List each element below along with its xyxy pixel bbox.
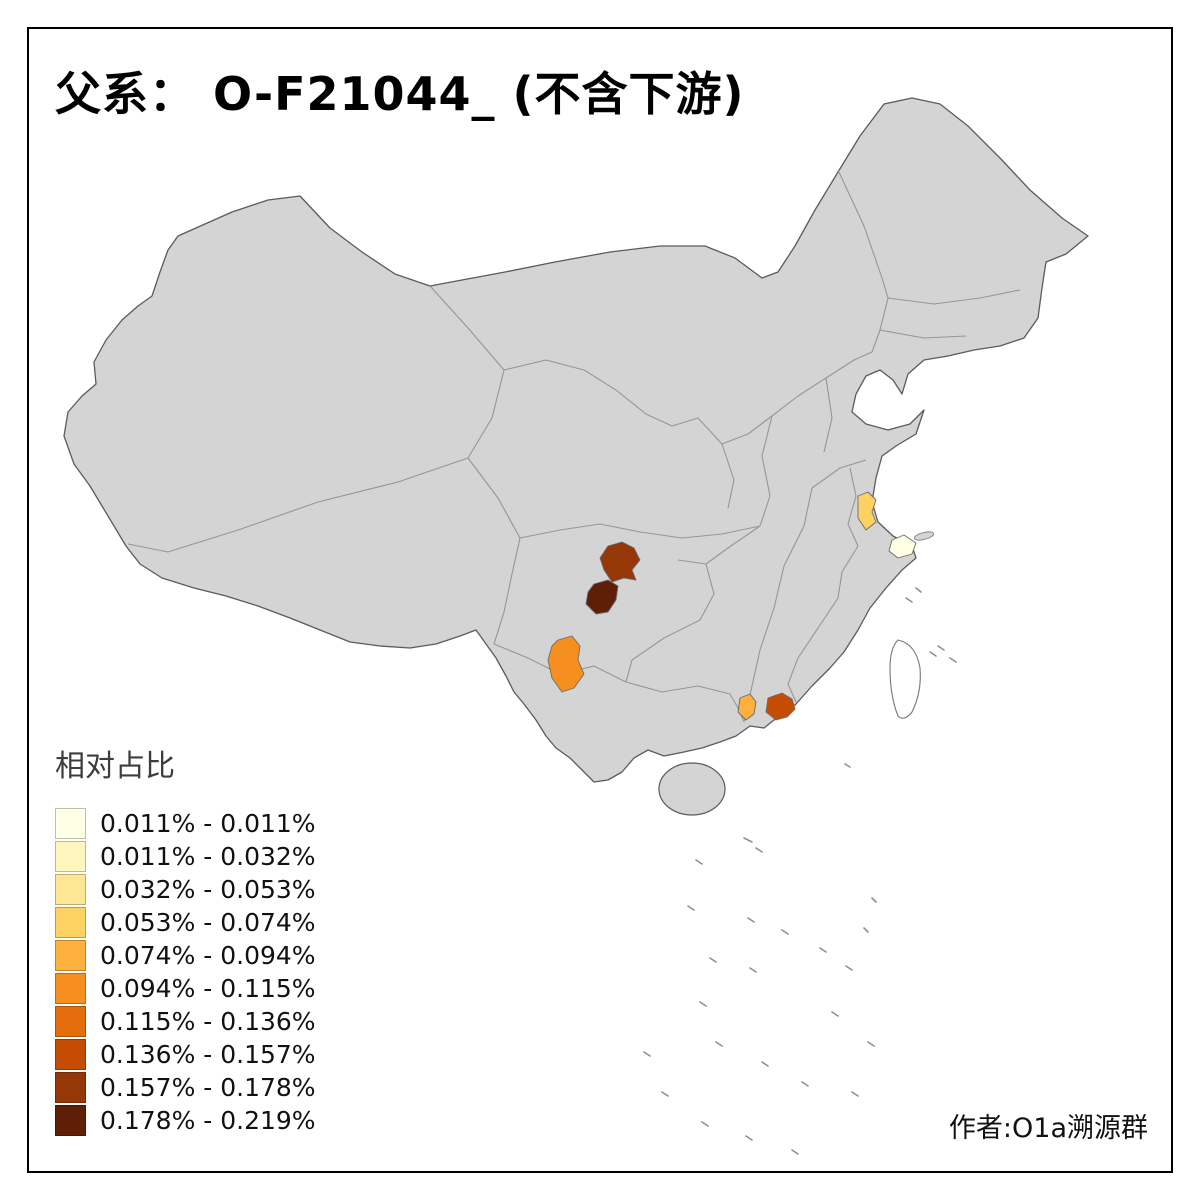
islands (643, 531, 957, 1155)
legend-row: 0.094% - 0.115% (55, 973, 316, 1004)
legend-swatch (55, 907, 86, 938)
choropleth-regions (547, 491, 917, 721)
legend-range-label: 0.094% - 0.115% (100, 974, 316, 1003)
legend-row: 0.074% - 0.094% (55, 940, 316, 971)
legend-row: 0.011% - 0.011% (55, 808, 316, 839)
legend-row: 0.011% - 0.032% (55, 841, 316, 872)
legend-range-label: 0.074% - 0.094% (100, 941, 316, 970)
legend-range-label: 0.053% - 0.074% (100, 908, 316, 937)
legend-range-label: 0.115% - 0.136% (100, 1007, 316, 1036)
taiwan-island (889, 639, 921, 719)
legend-title: 相对占比 (55, 749, 175, 784)
legend-swatch (55, 940, 86, 971)
legend-swatch (55, 1105, 86, 1136)
legend-swatch (55, 1072, 86, 1103)
choropleth-region (857, 491, 877, 531)
choropleth-region (765, 692, 796, 721)
legend-row: 0.178% - 0.219% (55, 1105, 316, 1136)
choropleth-region (585, 579, 619, 615)
legend-swatch (55, 1039, 86, 1070)
legend-swatch (55, 973, 86, 1004)
legend-range-label: 0.178% - 0.219% (100, 1106, 316, 1135)
map-title: 父系： O-F21044_ (不含下游) (55, 67, 745, 121)
outer-border (27, 27, 1173, 1173)
choropleth-region (547, 635, 585, 693)
small-sea-islands (643, 587, 957, 1155)
chongming-island (913, 531, 935, 541)
attribution: 作者:O1a溯源群 (948, 1113, 1148, 1144)
legend-swatch (55, 808, 86, 839)
legend-range-label: 0.032% - 0.053% (100, 875, 316, 904)
hainan-island (658, 762, 726, 816)
mainland-outline (63, 97, 1089, 783)
legend-range-label: 0.011% - 0.011% (100, 809, 316, 838)
legend-row: 0.032% - 0.053% (55, 874, 316, 905)
legend-row: 0.115% - 0.136% (55, 1006, 316, 1037)
legend-row: 0.053% - 0.074% (55, 907, 316, 938)
legend-row: 0.157% - 0.178% (55, 1072, 316, 1103)
legend-rows: 0.011% - 0.011% 0.011% - 0.032% 0.032% - 0… (55, 808, 316, 1136)
choropleth-region (599, 541, 641, 583)
legend-range-label: 0.157% - 0.178% (100, 1073, 316, 1102)
legend-row: 0.136% - 0.157% (55, 1039, 316, 1070)
legend-range-label: 0.011% - 0.032% (100, 842, 316, 871)
legend-swatch (55, 874, 86, 905)
choropleth-region (888, 534, 917, 559)
choropleth-region (737, 693, 757, 721)
legend-swatch (55, 1006, 86, 1037)
legend-range-label: 0.136% - 0.157% (100, 1040, 316, 1069)
legend: 相对占比 0.011% - 0.011% 0.011% - 0.032% 0.032… (55, 750, 316, 1138)
legend-swatch (55, 841, 86, 872)
